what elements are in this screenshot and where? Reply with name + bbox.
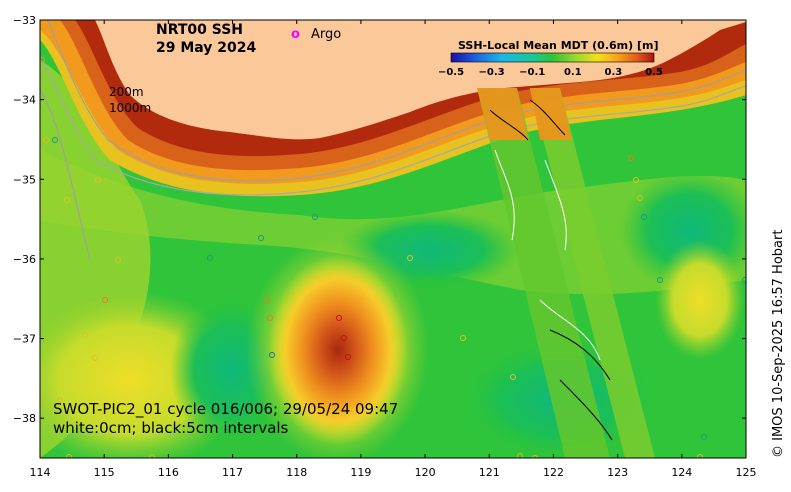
argo-float — [341, 335, 347, 341]
colorbar-tick-label: 0.3 — [605, 67, 623, 78]
x-tick-label: 117 — [222, 466, 243, 479]
map-title-line1: NRT00 SSH — [156, 22, 243, 38]
argo-float — [258, 235, 264, 241]
argo-floats — [40, 57, 746, 458]
depth-label-200m: 200m — [109, 85, 144, 99]
argo-float — [267, 315, 273, 321]
argo-float — [312, 214, 318, 220]
land-mass — [95, 20, 746, 140]
argo-float — [207, 255, 213, 261]
y-axis: −33 −34 −35 −36 −37 −38 — [13, 14, 746, 425]
credit-text: © IMOS 10-Sep-2025 16:57 Hobart — [771, 230, 786, 458]
argo-float — [82, 332, 88, 338]
y-tick-label: −36 — [13, 253, 36, 266]
argo-float — [637, 195, 643, 201]
swot-swath-left-warm — [477, 88, 528, 140]
argo-float — [633, 177, 639, 183]
argo-float — [149, 454, 155, 458]
swot-swath-right-warm — [530, 88, 572, 140]
x-tick-label: 118 — [286, 466, 307, 479]
argo-float — [43, 137, 49, 143]
y-tick-label: −35 — [13, 173, 36, 186]
argo-float — [92, 355, 98, 361]
argo-float — [657, 277, 663, 283]
x-tick-label: 123 — [607, 466, 628, 479]
swot-swath-left — [477, 88, 610, 458]
argo-float — [742, 277, 746, 283]
argo-float — [532, 455, 538, 458]
colorbar-title: SSH-Local Mean MDT (0.6m) [m] — [458, 39, 658, 52]
warm-region-east — [655, 240, 745, 360]
x-tick-label: 119 — [350, 466, 371, 479]
argo-float — [510, 374, 516, 380]
argo-float — [95, 177, 101, 183]
swot-swath-right — [530, 88, 655, 458]
argo-float — [264, 297, 270, 303]
argo-float — [269, 352, 275, 358]
x-tick-label: 114 — [30, 466, 51, 479]
swot-contour-white — [494, 149, 601, 361]
argo-float — [407, 255, 413, 261]
warm-eddy — [268, 255, 408, 445]
colorbar-tick-label: −0.3 — [479, 67, 505, 78]
colorbar-tick-label: −0.1 — [519, 67, 545, 78]
argo-legend-label: Argo — [311, 27, 341, 42]
argo-float — [66, 454, 72, 458]
swot-swaths — [477, 88, 655, 458]
x-tick-label: 124 — [671, 466, 692, 479]
x-tick-label: 121 — [479, 466, 500, 479]
argo-float — [102, 297, 108, 303]
argo-float — [115, 257, 121, 263]
argo-float — [52, 137, 58, 143]
argo-float — [701, 434, 707, 440]
x-tick-label: 122 — [543, 466, 564, 479]
x-tick-label: 125 — [736, 466, 757, 479]
argo-float — [641, 214, 647, 220]
argo-float — [460, 335, 466, 341]
y-tick-label: −33 — [13, 14, 36, 27]
x-tick-label: 116 — [158, 466, 179, 479]
plot-frame — [39, 19, 747, 459]
colorbar-tick-label: 0.1 — [564, 67, 582, 78]
argo-legend-symbol: o — [291, 27, 300, 42]
bathymetry-1000m — [40, 59, 746, 196]
map-title-line2: 29 May 2024 — [156, 40, 257, 56]
y-tick-label: −34 — [13, 94, 36, 107]
depth-label-1000m: 1000m — [109, 101, 151, 115]
colorbar-tick-label: 0.5 — [645, 67, 663, 78]
argo-float — [697, 454, 703, 458]
colorbar-ticks: −0.5 −0.3 −0.1 0.1 0.3 0.5 — [438, 67, 663, 78]
argo-float — [64, 197, 70, 203]
bathymetry-200m — [40, 20, 746, 261]
colorbar-tick-label: −0.5 — [438, 67, 464, 78]
swot-contour-info: white:0cm; black:5cm intervals — [53, 419, 289, 437]
colorbar-ramp — [450, 52, 655, 63]
argo-float — [345, 354, 351, 360]
swot-contour-black — [489, 99, 613, 441]
y-tick-label: −38 — [13, 412, 36, 425]
argo-float — [336, 315, 342, 321]
swot-pass-info: SWOT-PIC2_01 cycle 016/006; 29/05/24 09:… — [53, 400, 398, 419]
colorbar: SSH-Local Mean MDT (0.6m) [m] −0.5 −0.3 −0… — [438, 39, 663, 78]
x-axis: 114 115 116 117 118 119 120 121 122 123 124 125 — [30, 20, 757, 479]
argo-float — [517, 453, 523, 458]
y-tick-label: −37 — [13, 333, 36, 346]
argo-float — [57, 397, 63, 403]
argo-float — [40, 57, 45, 63]
argo-float — [628, 155, 634, 161]
x-tick-label: 120 — [415, 466, 436, 479]
x-tick-label: 115 — [94, 466, 115, 479]
